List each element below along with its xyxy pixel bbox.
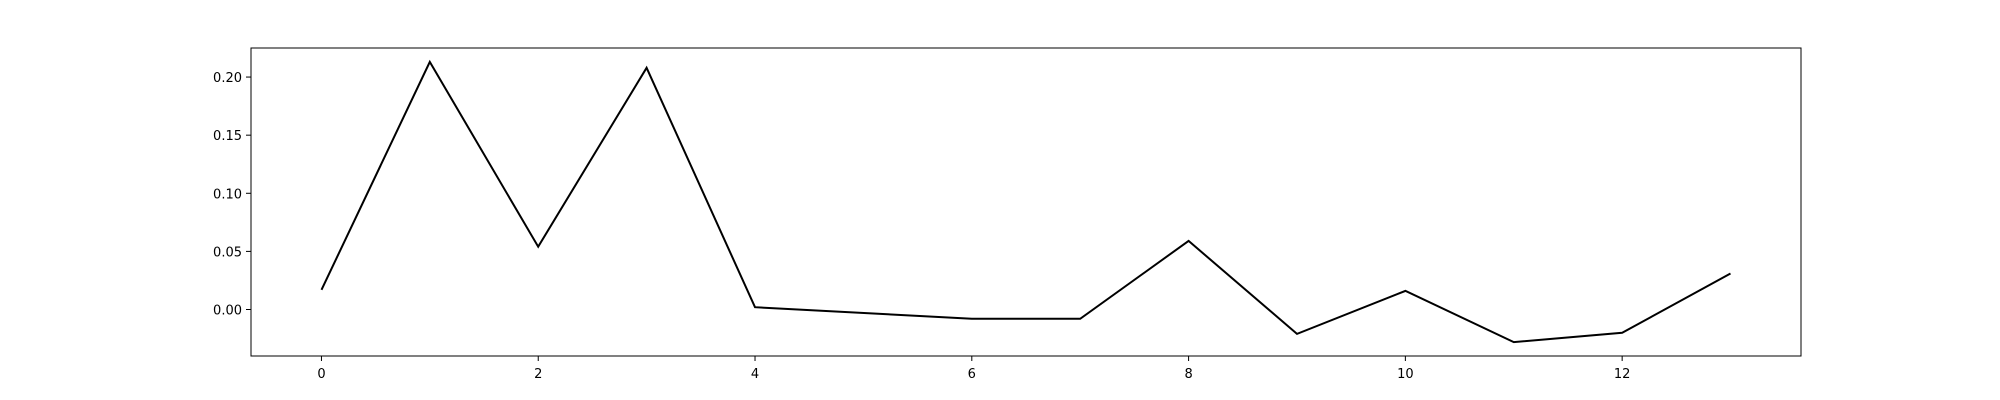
x-tick-label: 6 (968, 367, 976, 382)
x-axis-ticks: 0 2 4 6 8 10 12 (317, 356, 1630, 382)
x-tick-label: 2 (534, 367, 542, 382)
series-layer (320, 59, 1731, 344)
x-tick-label: 10 (1397, 367, 1414, 382)
y-tick-label: 0.00 (213, 304, 242, 319)
y-tick-label: 0.05 (213, 245, 242, 260)
x-tick-label: 12 (1614, 367, 1631, 382)
x-tick-label: 0 (317, 367, 325, 382)
x-tick-label: 4 (751, 367, 759, 382)
y-tick-label: 0.10 (213, 187, 242, 202)
plot-area (251, 48, 1801, 356)
y-axis-ticks: 0.00 0.05 0.10 0.15 0.20 (213, 71, 251, 319)
y-tick-label: 0.20 (213, 71, 242, 86)
plot-frame (250, 47, 1802, 357)
series-line (320, 59, 1731, 344)
y-tick-label: 0.15 (213, 129, 242, 144)
x-tick-label: 8 (1184, 367, 1192, 382)
